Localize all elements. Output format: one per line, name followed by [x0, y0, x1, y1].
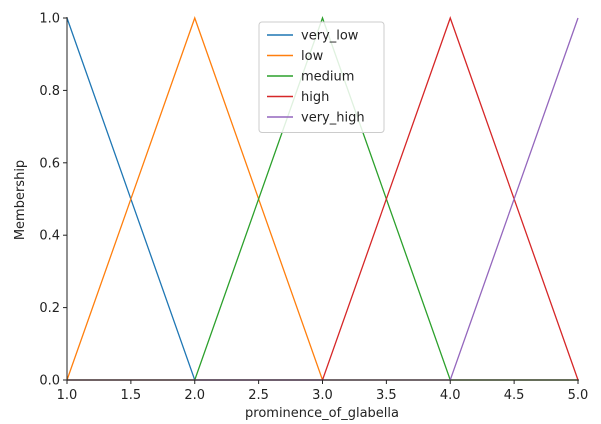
legend-label-low: low	[301, 49, 324, 64]
x-tick-label: 4.5	[504, 388, 525, 403]
x-tick-label: 1.5	[121, 388, 142, 403]
tick-marks: 1.0 1.5 2.0 2.5 3.0 3.5 4.0 4.5 5.0 0.0 0.2 0.4 0.6 0…	[39, 12, 588, 404]
x-tick-label: 3.5	[376, 388, 397, 403]
y-tick-label: 0.0	[39, 374, 60, 389]
y-tick-label: 0.8	[39, 84, 60, 99]
legend-label-high: high	[301, 90, 329, 105]
y-tick-label: 0.4	[39, 229, 60, 244]
x-tick-label: 2.5	[248, 388, 269, 403]
x-axis-label: prominence_of_glabella	[245, 406, 399, 421]
x-tick-label: 1.0	[57, 388, 78, 403]
y-tick-label: 0.2	[39, 301, 60, 316]
x-tick-label: 4.0	[440, 388, 461, 403]
x-tick-label: 5.0	[568, 388, 589, 403]
x-tick-label: 3.0	[312, 388, 333, 403]
legend-frame	[258, 21, 385, 133]
x-tick-label: 2.0	[184, 388, 205, 403]
legend-label-very-low: very_low	[301, 29, 359, 44]
y-tick-label: 0.6	[39, 156, 60, 171]
legend-label-very-high: very_high	[301, 111, 365, 126]
legend-label-medium: medium	[301, 70, 354, 85]
y-tick-label: 1.0	[39, 12, 60, 27]
y-axis-label: Membership	[13, 160, 28, 240]
